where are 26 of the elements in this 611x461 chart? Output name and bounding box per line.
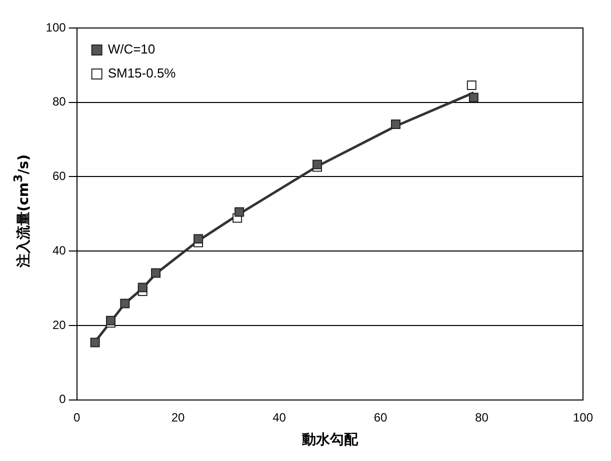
x-tick-label: 40 xyxy=(272,410,286,424)
point xyxy=(390,120,400,130)
legend-label: W/C=10 xyxy=(108,42,156,57)
point xyxy=(466,80,476,90)
point xyxy=(120,298,130,308)
y-tick-label: 100 xyxy=(46,20,66,34)
x-tick-label: 0 xyxy=(73,410,80,424)
x-tick-label: 80 xyxy=(475,410,489,424)
legend-label: SM15-0.5% xyxy=(108,66,176,81)
y-tick-label: 60 xyxy=(52,169,66,184)
y-tick-label: 20 xyxy=(52,318,66,332)
point xyxy=(468,92,478,102)
point xyxy=(106,316,116,326)
y-tick-label: 0 xyxy=(59,392,66,406)
point xyxy=(138,282,148,292)
x-tick-label: 60 xyxy=(374,410,388,424)
point xyxy=(234,207,244,217)
y-tick-label: 80 xyxy=(52,94,66,109)
point xyxy=(151,268,161,278)
x-tick-label: 100 xyxy=(572,410,594,424)
point xyxy=(312,160,322,170)
x-tick-label: 20 xyxy=(171,410,186,424)
x-axis-title: 動水勾配 xyxy=(300,432,359,448)
point xyxy=(90,338,100,348)
point xyxy=(194,234,204,244)
y-tick-label: 40 xyxy=(52,243,66,258)
